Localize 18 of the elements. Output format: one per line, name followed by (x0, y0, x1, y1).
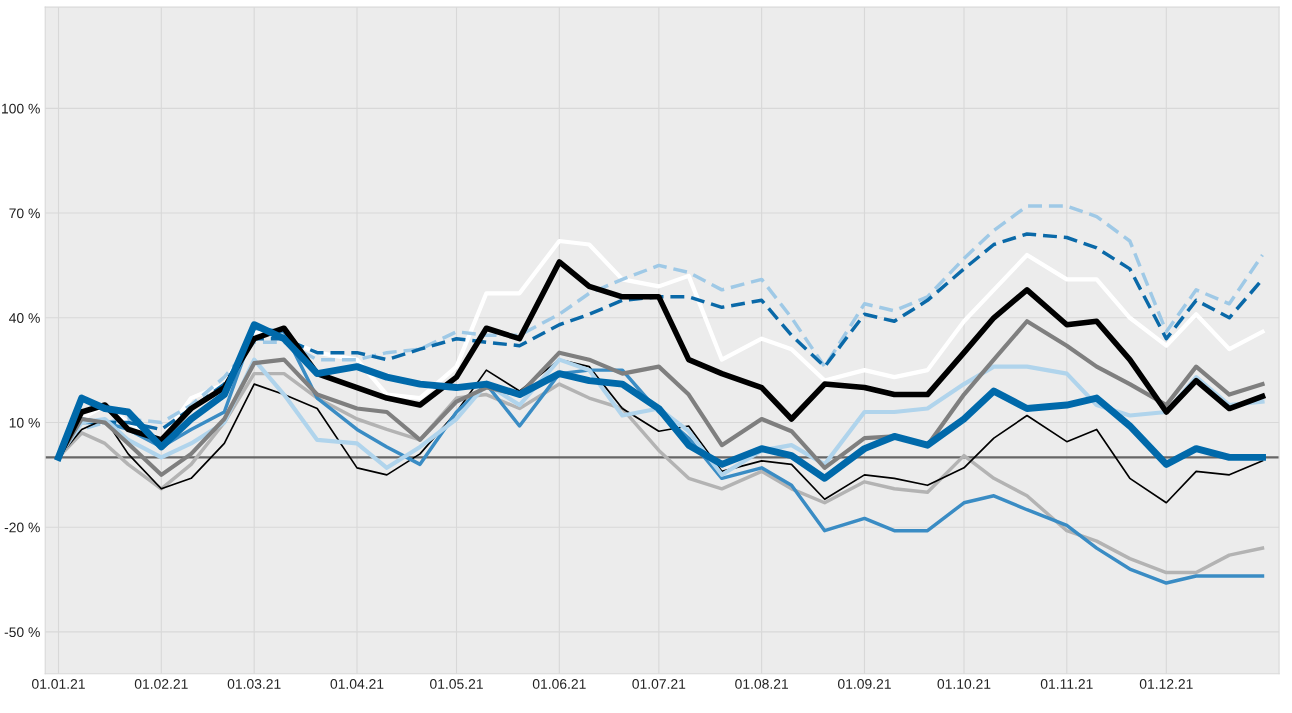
x-tick-label: 01.07.21 (632, 679, 686, 689)
x-tick-label: 01.05.21 (430, 679, 483, 689)
x-tick-label: 01.03.21 (227, 679, 281, 689)
x-tick-label: 01.11.21 (1040, 679, 1093, 689)
x-tick-label: 01.06.21 (532, 679, 586, 689)
y-tick-label: -50 % (4, 627, 40, 638)
x-tick-label: 01.08.21 (735, 679, 789, 689)
y-tick-label: 40 % (9, 313, 40, 323)
x-tick-label: 01.12.21 (1139, 679, 1193, 689)
x-tick-label: 01.10.21 (937, 679, 991, 689)
y-tick-label: -20 % (4, 522, 40, 533)
x-tick-label: 01.09.21 (837, 679, 891, 689)
x-tick-label: 01.01.21 (32, 679, 85, 689)
y-tick-label: 100 % (2, 103, 40, 114)
x-tick-label: 01.04.21 (330, 679, 384, 689)
y-tick-label: 10 % (9, 417, 40, 428)
x-tick-label: 01.02.21 (134, 679, 188, 689)
y-tick-label: 70 % (9, 208, 40, 219)
